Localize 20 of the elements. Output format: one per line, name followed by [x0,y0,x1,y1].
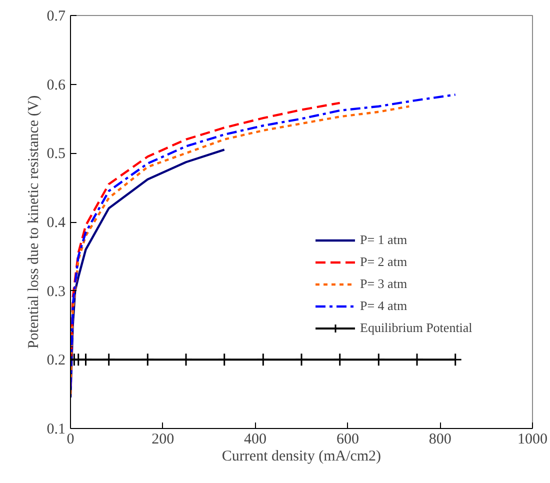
y-tick-label: 0.6 [46,77,66,94]
y-tick-label: 0.4 [46,215,66,231]
y-axis-title: Potential loss due to kinetic resistance (V) [26,95,42,349]
y-tick-label: 0.7 [46,8,66,24]
y-tick-label: 0.2 [46,352,66,369]
legend-label: P= 2 atm [360,254,408,270]
x-tick-label: 400 [244,432,267,448]
y-tick-label: 0.5 [46,146,66,162]
x-tick-label: 600 [336,432,359,448]
y-tick-label: 0.1 [46,422,66,438]
x-tick-label: 0 [66,432,74,448]
legend-label: P= 1 atm [360,232,408,248]
legend-label: P= 4 atm [360,298,408,314]
y-tick-label: 0.3 [46,284,66,300]
x-tick-label: 800 [428,432,452,448]
x-axis-title: Current density (mA/cm2) [222,448,382,464]
x-tick-label: 200 [152,432,174,448]
legend-label: Equilibrium Potential [360,320,472,336]
x-tick-label: 1000 [518,432,548,448]
legend-label: P= 3 atm [360,276,408,292]
